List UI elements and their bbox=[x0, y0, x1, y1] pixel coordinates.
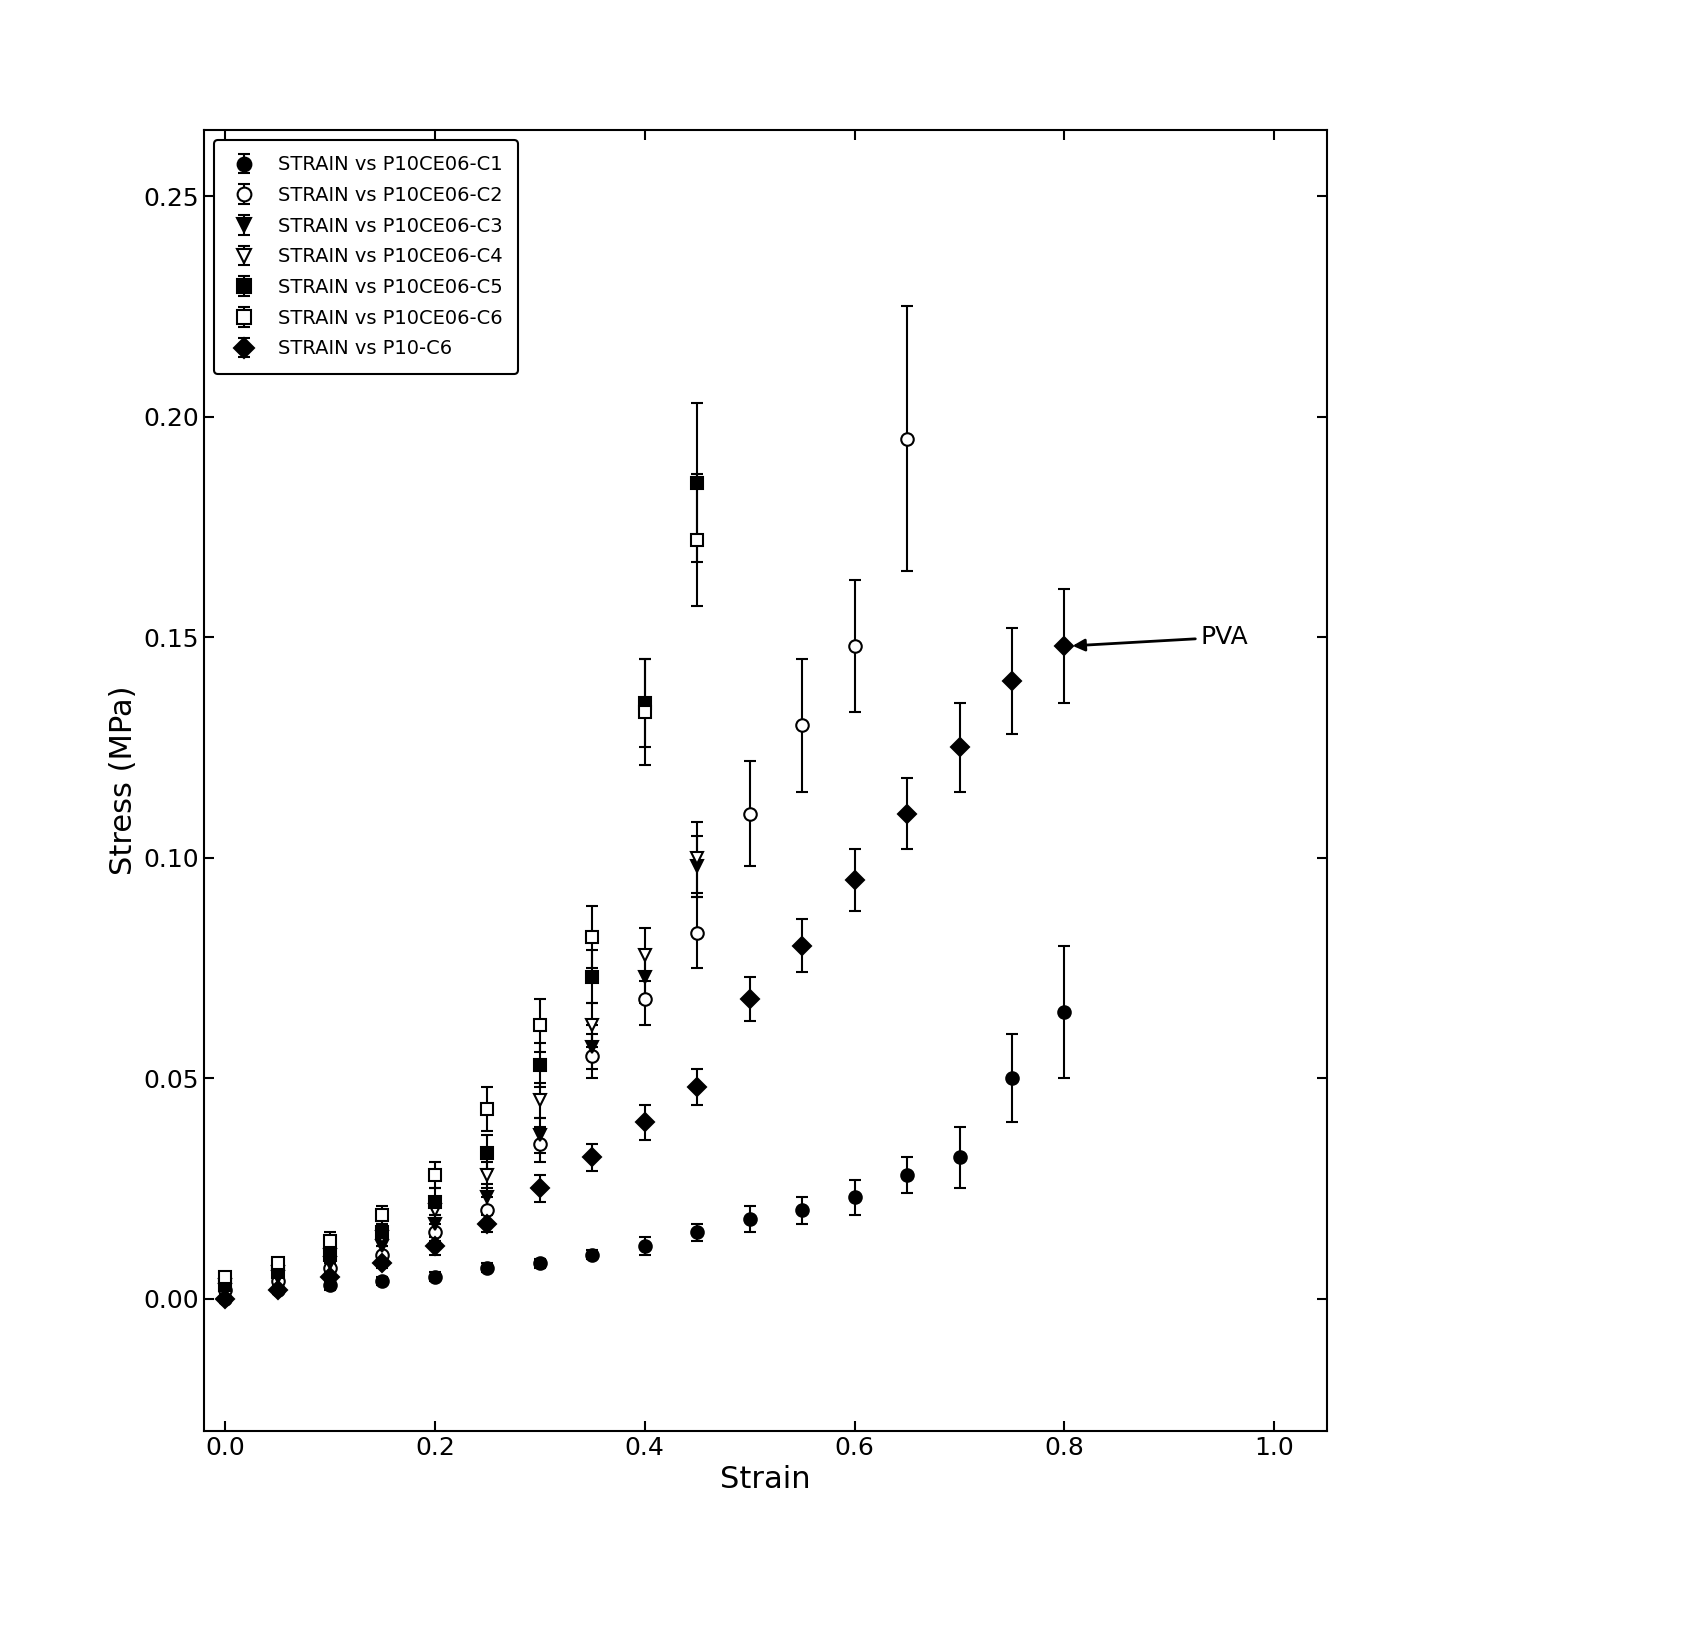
X-axis label: Strain: Strain bbox=[720, 1465, 811, 1494]
Legend: STRAIN vs P10CE06-C1, STRAIN vs P10CE06-C2, STRAIN vs P10CE06-C3, STRAIN vs P10C: STRAIN vs P10CE06-C1, STRAIN vs P10CE06-… bbox=[214, 140, 519, 374]
Y-axis label: Stress (MPa): Stress (MPa) bbox=[109, 686, 138, 875]
Text: PVA: PVA bbox=[1075, 624, 1249, 650]
